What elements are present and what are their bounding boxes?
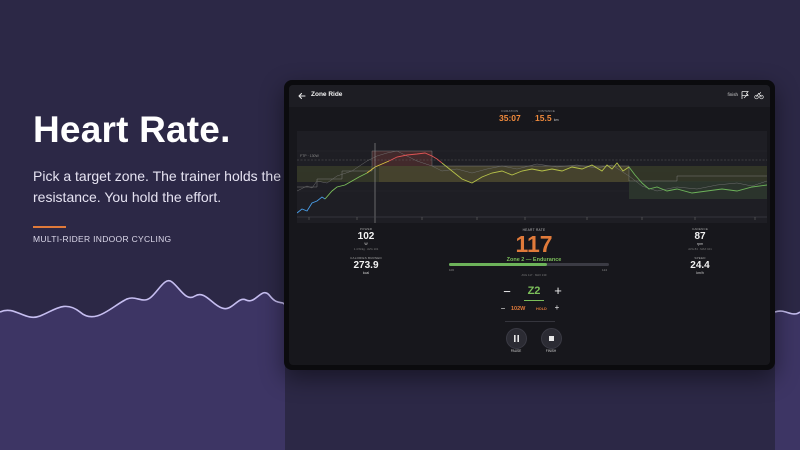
watts-value: 102W — [511, 306, 526, 312]
ride-chart: FTP · 130W — [297, 131, 767, 223]
stat-separator: · — [532, 119, 534, 125]
duration-stat: DURATION 35:07 — [499, 109, 521, 124]
stop-icon — [549, 336, 554, 341]
app-title: Zone Ride — [311, 91, 343, 98]
hold-toggle[interactable]: HOLD — [536, 307, 547, 311]
hr-trace-yellow — [366, 160, 390, 174]
power-sub: 1.4 W/kg · AVG 101 — [353, 247, 379, 251]
cadence-value: 87 — [694, 231, 706, 242]
hr-trace-green — [324, 172, 368, 200]
zone-increase-button[interactable]: + — [554, 283, 562, 298]
power-metric: POWER 102 W 1.4 W/kg · AVG 101 — [336, 227, 396, 251]
duration-label: DURATION — [501, 109, 519, 113]
target-block — [379, 166, 629, 182]
distance-label: DISTANCE — [538, 109, 556, 113]
calories-value: 273.9 — [353, 260, 379, 271]
cadence-unit: rpm — [696, 242, 704, 246]
hero-tagline: MULTI-RIDER INDOOR CYCLING — [33, 234, 172, 244]
watts-increase-button[interactable]: + — [554, 303, 560, 312]
flag-icon[interactable] — [740, 90, 750, 100]
speed-value: 24.4 — [690, 260, 710, 271]
heart-rate-panel: HEART RATE 117 Zone 2 — Endurance — [449, 228, 619, 263]
power-label: POWER — [359, 227, 373, 231]
zone-name: Zone 2 — Endurance — [506, 257, 562, 263]
zone-low-value: 106 — [449, 268, 455, 272]
calories-metric: CALORIES BURNED 273.9 kcal — [336, 256, 396, 275]
zone-high-value: 124 — [602, 268, 608, 272]
pause-label: PAUSE — [510, 349, 522, 353]
pause-icon — [514, 335, 519, 342]
app-screen: Zone Ride finish DURATION 35:07 · DISTAN… — [289, 85, 770, 365]
pause-button[interactable] — [506, 328, 527, 349]
target-steps — [297, 150, 767, 188]
watts-decrease-button[interactable]: − — [500, 304, 506, 313]
hero-section: Heart Rate. Pick a target zone. The trai… — [33, 108, 283, 244]
hero-divider — [33, 226, 66, 228]
heart-rate-avg-max: AVG 117 · MAX 139 — [521, 273, 547, 277]
power-value: 102 — [357, 231, 375, 242]
hero-subtitle: Pick a target zone. The trainer holds th… — [33, 168, 281, 205]
finish-link[interactable]: finish — [727, 92, 738, 97]
hr-trace-red — [388, 152, 443, 164]
controls-divider — [505, 321, 555, 322]
cadence-metric: CADENCE 87 rpm AVG 84 · MAX 101 — [670, 227, 730, 251]
finish-button[interactable] — [541, 328, 562, 349]
chart-ticks — [308, 217, 756, 220]
hr-trace-mid — [441, 162, 630, 184]
zone-progress-bar — [449, 263, 609, 266]
app-bar: Zone Ride finish — [289, 85, 770, 107]
zone-target-underline — [524, 300, 544, 301]
distance-unit: km — [553, 118, 559, 122]
hero-title: Heart Rate. — [33, 109, 231, 150]
power-trace — [297, 150, 767, 192]
target-block-low — [629, 181, 767, 199]
calories-label: CALORIES BURNED — [350, 256, 382, 260]
bike-icon[interactable] — [754, 90, 764, 100]
duration-value: 35:07 — [499, 113, 521, 123]
power-unit: W — [364, 242, 368, 246]
hr-trace-blue — [297, 196, 326, 214]
speed-label: SPEED — [694, 256, 706, 260]
cadence-label: CADENCE — [691, 227, 709, 231]
speed-metric: SPEED 24.4 km/h — [670, 256, 730, 275]
distance-stat: DISTANCE 15.5 km — [535, 109, 559, 126]
zone-decrease-button[interactable]: − — [503, 284, 511, 299]
calories-unit: kcal — [362, 271, 370, 275]
heart-rate-value: 117 — [515, 231, 553, 257]
ftp-label: FTP · 130W — [300, 154, 319, 158]
zone-target-value: Z2 — [527, 285, 541, 297]
heart-rate-label: HEART RATE — [522, 228, 546, 232]
finish-label: FINISH — [545, 349, 557, 353]
hr-trace-cool — [628, 166, 767, 194]
tablet-frame: Zone Ride finish DURATION 35:07 · DISTAN… — [284, 80, 775, 370]
cadence-sub: AVG 84 · MAX 101 — [688, 247, 712, 251]
zone-progress-fill — [449, 263, 547, 266]
distance-value: 15.5 — [535, 113, 552, 123]
speed-unit: km/h — [696, 271, 704, 275]
back-arrow-icon[interactable] — [296, 90, 308, 102]
